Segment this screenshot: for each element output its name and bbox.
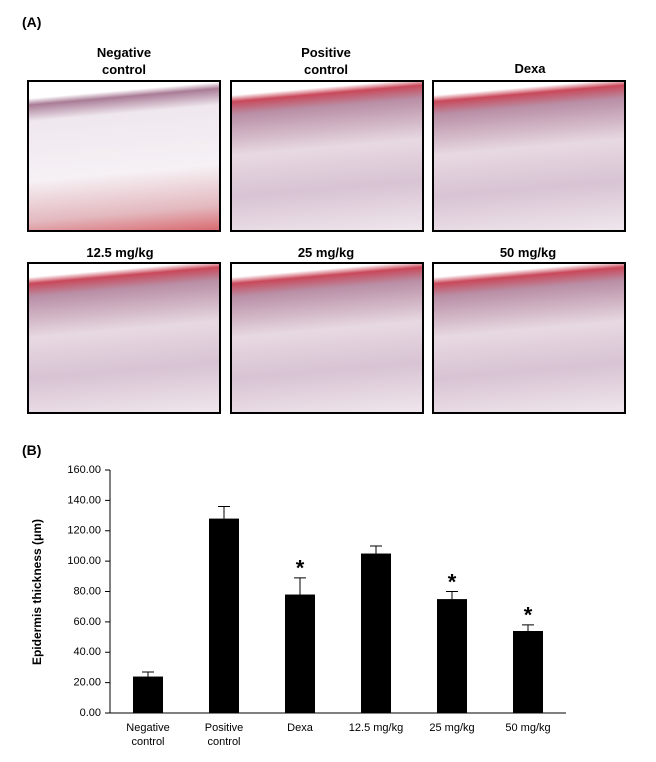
x-tick-label: Positive control xyxy=(204,722,244,748)
x-tick-label: 25 mg/kg xyxy=(429,722,475,734)
bar xyxy=(361,553,391,713)
y-tick-label: 140.00 xyxy=(67,494,101,506)
y-tick-label: 60.00 xyxy=(73,616,101,628)
image-label: Dexa xyxy=(514,61,546,76)
image-label: Positive control xyxy=(301,45,351,77)
bar xyxy=(133,676,163,713)
y-tick-label: 0.00 xyxy=(80,707,101,719)
y-tick-label: 80.00 xyxy=(73,585,101,597)
histology-image xyxy=(230,262,424,414)
bar xyxy=(437,599,467,713)
x-tick-label: 12.5 mg/kg xyxy=(348,722,404,734)
y-tick-label: 120.00 xyxy=(67,525,101,537)
panel-label: (B) xyxy=(22,442,42,458)
image-label: Negative control xyxy=(96,45,152,77)
error-bar xyxy=(142,671,154,677)
histology-image xyxy=(27,262,221,414)
x-tick-label: 50 mg/kg xyxy=(505,722,551,734)
error-bar xyxy=(218,505,230,519)
image-label: 12.5 mg/kg xyxy=(86,245,154,260)
histology-image xyxy=(230,80,424,232)
error-bar xyxy=(294,577,306,595)
y-tick-label: 40.00 xyxy=(73,646,101,658)
image-label: 25 mg/kg xyxy=(297,245,355,260)
significance-mark: * xyxy=(524,603,533,628)
histology-image xyxy=(432,262,626,414)
bar xyxy=(209,518,239,713)
significance-mark: * xyxy=(296,556,305,581)
x-tick-label: Dexa xyxy=(287,722,313,734)
y-tick-label: 100.00 xyxy=(67,555,101,567)
histology-image xyxy=(27,80,221,232)
error-bar xyxy=(522,624,534,631)
bar xyxy=(285,594,315,713)
y-tick-label: 160.00 xyxy=(67,464,101,476)
significance-mark: * xyxy=(448,569,457,594)
error-bar xyxy=(446,591,458,600)
histology-image xyxy=(432,80,626,232)
error-bar xyxy=(370,545,382,554)
y-axis-label: Epidermis thickness (μm) xyxy=(30,519,44,665)
bar xyxy=(513,630,543,713)
panel-label: (A) xyxy=(22,14,42,30)
y-tick-label: 20.00 xyxy=(73,677,101,689)
x-tick-label: Negative control xyxy=(126,722,170,748)
image-label: 50 mg/kg xyxy=(499,245,557,260)
